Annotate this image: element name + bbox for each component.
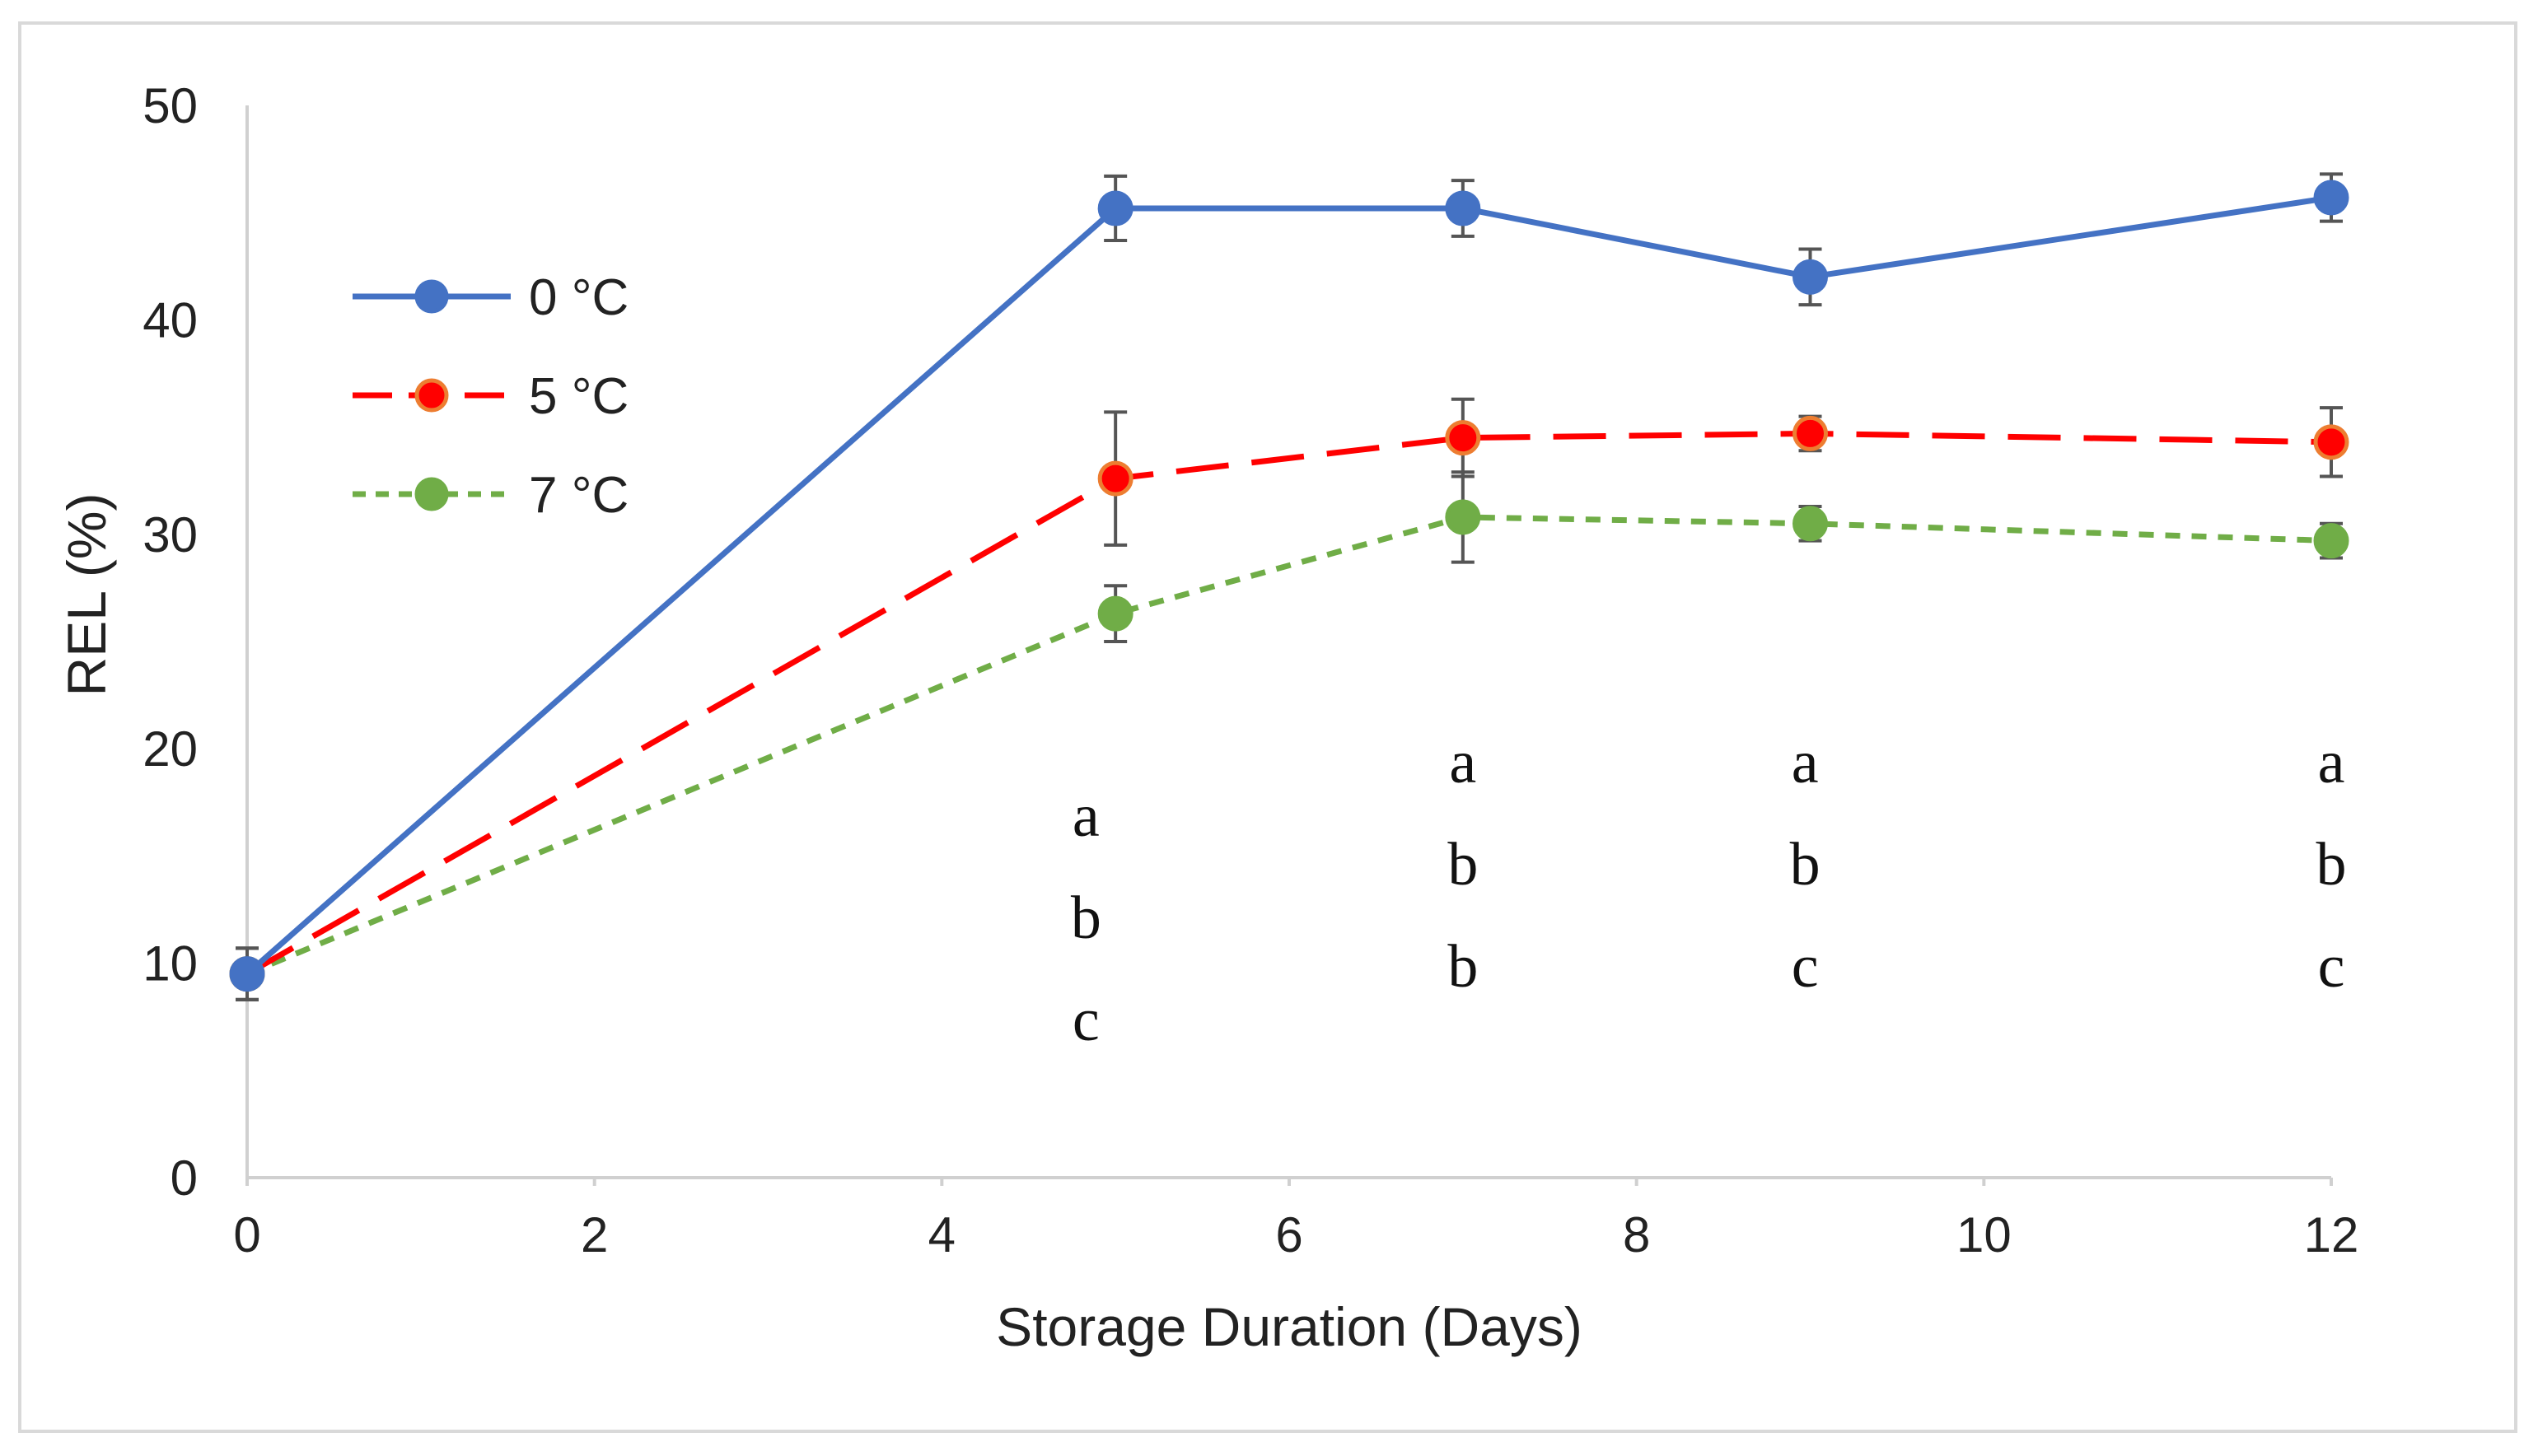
significance-letter: a [1073, 782, 1100, 850]
legend-label: 5 °C [529, 368, 629, 425]
y-tick-label: 0 [171, 1150, 198, 1206]
x-tick-label: 8 [1623, 1207, 1650, 1262]
data-point [1792, 415, 1828, 451]
data-point [1445, 420, 1481, 456]
series [229, 172, 2349, 1001]
axes: 0 2 4 6 8 10 12 0 10 20 30 40 50 [143, 78, 2358, 1262]
x-axis-title: Storage Duration (Days) [996, 1296, 1582, 1357]
x-tick-label: 6 [1275, 1207, 1302, 1262]
y-tick-label: 10 [143, 936, 198, 992]
data-point [229, 956, 265, 992]
significance-letter: b [1071, 884, 1101, 952]
series-line [245, 514, 2332, 977]
x-tick-label: 10 [1956, 1207, 2012, 1262]
data-point [1097, 595, 1133, 632]
significance-letter: c [2318, 933, 2345, 1001]
x-tick-label: 2 [581, 1207, 608, 1262]
x-tick-label: 0 [233, 1207, 260, 1262]
data-point [2313, 424, 2349, 460]
series-0cc [229, 172, 2349, 1001]
significance-letter: c [1792, 933, 1819, 1001]
significance-letter: b [1447, 933, 1478, 1001]
significance-letter: b [1447, 831, 1478, 898]
data-point [2313, 523, 2349, 559]
legend-marker [414, 477, 449, 511]
significance-letter: c [1073, 987, 1100, 1054]
significance-letter: a [1792, 729, 1819, 796]
y-axis-title: REL (%) [56, 493, 117, 697]
y-tick-label: 50 [143, 78, 198, 133]
data-point [1445, 190, 1481, 226]
legend-label: 7 °C [529, 467, 629, 524]
significance-letter: b [1790, 831, 1821, 898]
y-tick-label: 20 [143, 721, 198, 777]
significance-letter: a [1449, 729, 1476, 796]
series-7cc [229, 470, 2349, 1001]
data-point [1097, 190, 1133, 226]
x-tick-label: 12 [2304, 1207, 2359, 1262]
legend-marker [414, 378, 449, 413]
x-tick-label: 4 [928, 1207, 956, 1262]
significance-letter: a [2318, 729, 2345, 796]
legend: 0 °C 5 °C 7 °C [353, 269, 629, 524]
significance-letter: b [2316, 831, 2347, 898]
data-point [1792, 506, 1828, 542]
data-point [1792, 259, 1828, 295]
data-point [2313, 180, 2349, 216]
legend-label: 0 °C [529, 269, 629, 326]
data-point [1445, 499, 1481, 535]
chart-frame [18, 21, 2517, 1433]
y-tick-label: 30 [143, 507, 198, 562]
series-line [245, 430, 2332, 977]
legend-marker [414, 279, 449, 314]
y-tick-label: 40 [143, 292, 198, 348]
data-point [1097, 460, 1133, 497]
